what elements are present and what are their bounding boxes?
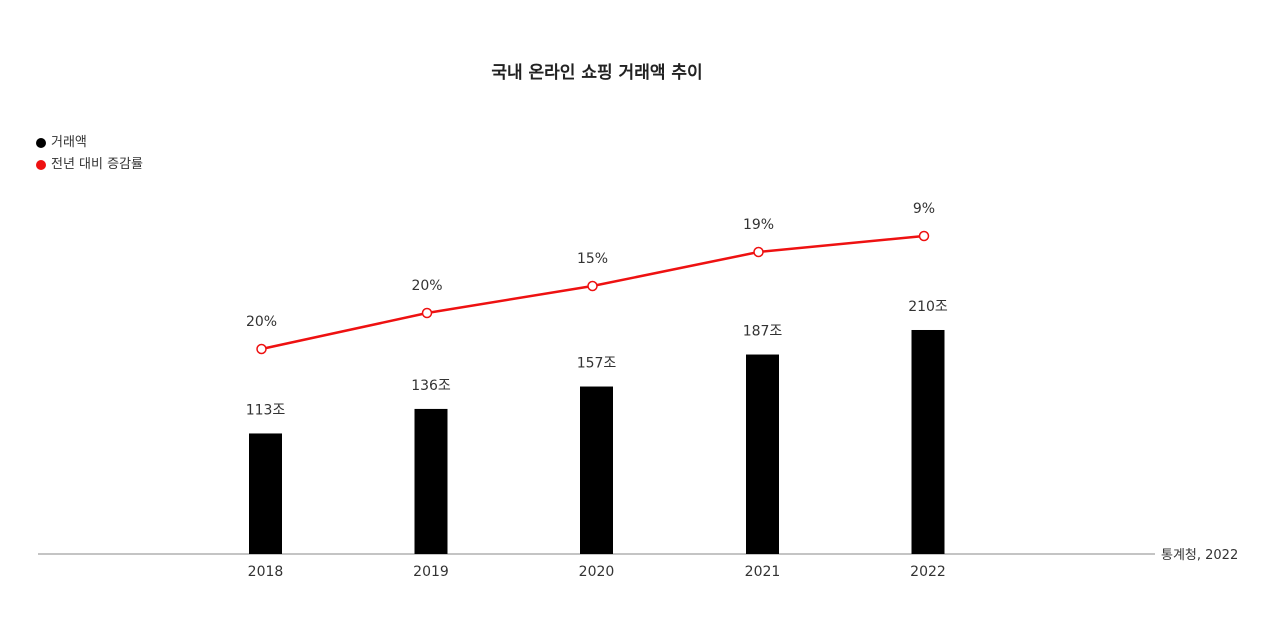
bar-label-2018: 113조	[246, 402, 286, 418]
growth-point-2022	[918, 230, 930, 242]
bar-2021	[746, 354, 779, 554]
bar-label-2020: 157조	[577, 356, 617, 372]
x-tick-2019: 2019	[413, 564, 449, 580]
x-tick-2018: 2018	[248, 564, 284, 580]
legend-dot-growth	[36, 160, 46, 170]
bar-2018	[249, 433, 282, 554]
x-tick-2020: 2020	[579, 564, 615, 580]
growth-point-2019	[421, 307, 433, 319]
bar-label-2019: 136조	[411, 378, 451, 394]
growth-label-2019: 20%	[411, 278, 442, 294]
source-label: 통계청, 2022	[1161, 548, 1238, 563]
growth-label-2018: 20%	[246, 314, 277, 330]
x-tick-labels: 2018 2019 2020 2021 2022	[248, 564, 946, 580]
growth-label-2020: 15%	[577, 251, 608, 267]
legend-item-growth: 전년 대비 증감률	[36, 154, 143, 176]
growth-label-2022: 9%	[913, 201, 935, 217]
legend-dot-volume	[36, 138, 46, 148]
legend-label-volume: 거래액	[51, 135, 87, 150]
growth-point-2018	[256, 343, 267, 355]
bar-2020	[580, 386, 613, 554]
growth-labels-layer: 20% 20% 15% 19% 9%	[246, 201, 935, 330]
bar-labels-layer: 113조 136조 157조 187조 210조	[246, 299, 948, 418]
bar-2022	[911, 329, 945, 554]
bars-layer	[249, 329, 945, 554]
bar-2019	[414, 408, 448, 554]
growth-label-2021: 19%	[743, 217, 774, 233]
legend-item-volume: 거래액	[36, 132, 143, 154]
growth-line-layer	[256, 230, 930, 355]
legend-label-growth: 전년 대비 증감률	[51, 157, 143, 172]
chart-title: 국내 온라인 쇼핑 거래액 추이	[491, 63, 702, 83]
growth-point-2021	[753, 246, 764, 258]
bar-label-2022: 210조	[908, 299, 948, 315]
chart-legend: 거래액 전년 대비 증감률	[36, 132, 143, 176]
x-tick-2021: 2021	[745, 564, 781, 580]
bar-label-2021: 187조	[743, 324, 783, 340]
x-tick-2022: 2022	[910, 564, 946, 580]
growth-point-2020	[587, 280, 598, 292]
